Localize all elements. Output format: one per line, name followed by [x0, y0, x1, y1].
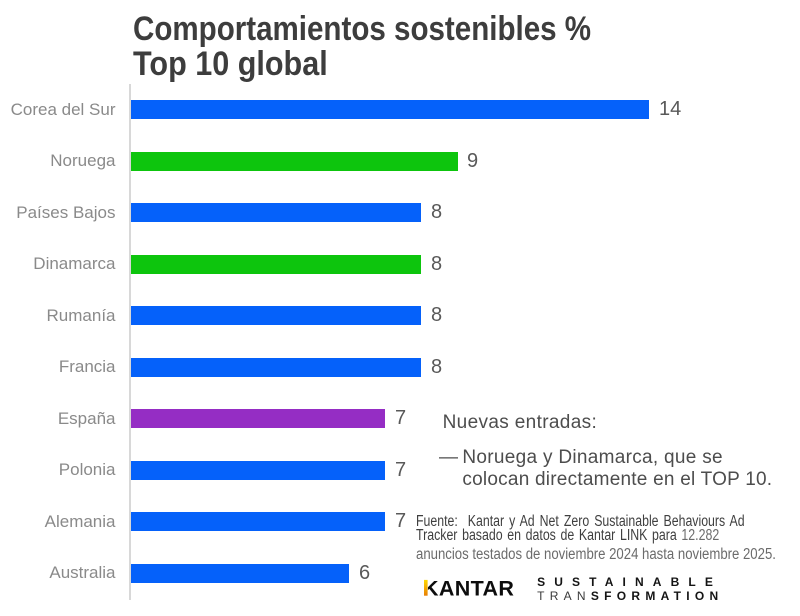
svg-text:ANTAR: ANTAR: [439, 577, 515, 597]
svg-text:K: K: [423, 577, 439, 597]
